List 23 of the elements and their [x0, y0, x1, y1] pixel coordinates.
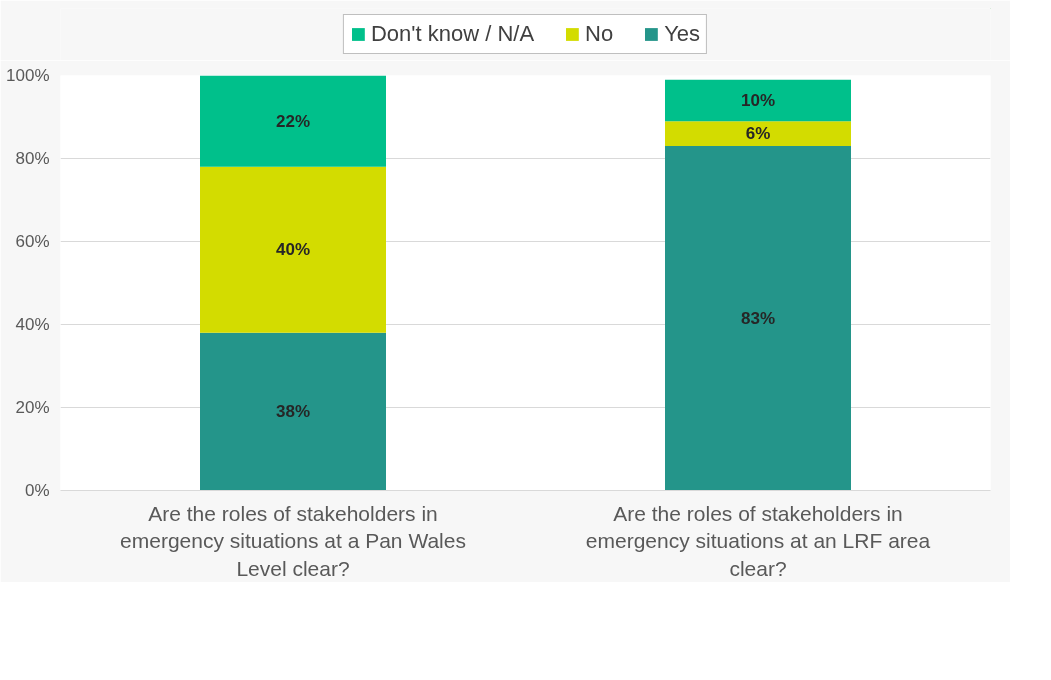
y-tick-label: 80%: [15, 149, 50, 168]
y-tick-label: 100%: [6, 66, 50, 85]
data-label: 6%: [745, 124, 771, 144]
x-tick-label: Are the roles of stakeholders in emergency situations at a Pan Wales Level clear?: [120, 501, 466, 580]
legend-label: No: [585, 21, 614, 47]
bar: [665, 121, 851, 147]
y-tick-label: 40%: [15, 315, 50, 334]
data-label: 22%: [275, 111, 311, 131]
legend-label: Don't know / N/A: [370, 21, 535, 47]
legend-label: Yes: [664, 21, 701, 47]
x-tick-label: Are the roles of stakeholders in emergency situations at an LRF area clear?: [585, 501, 931, 580]
bar: [665, 79, 851, 122]
bar: [200, 75, 386, 167]
bar: [665, 146, 851, 491]
y-tick-label: 60%: [15, 232, 50, 251]
data-label: 40%: [275, 240, 311, 260]
bar: [200, 166, 386, 333]
data-label: 10%: [740, 90, 776, 110]
y-tick-label: 20%: [15, 398, 50, 417]
data-label: 38%: [275, 402, 311, 422]
bar: [200, 332, 386, 491]
y-tick-label: 0%: [24, 481, 50, 500]
data-label: 83%: [740, 308, 776, 328]
